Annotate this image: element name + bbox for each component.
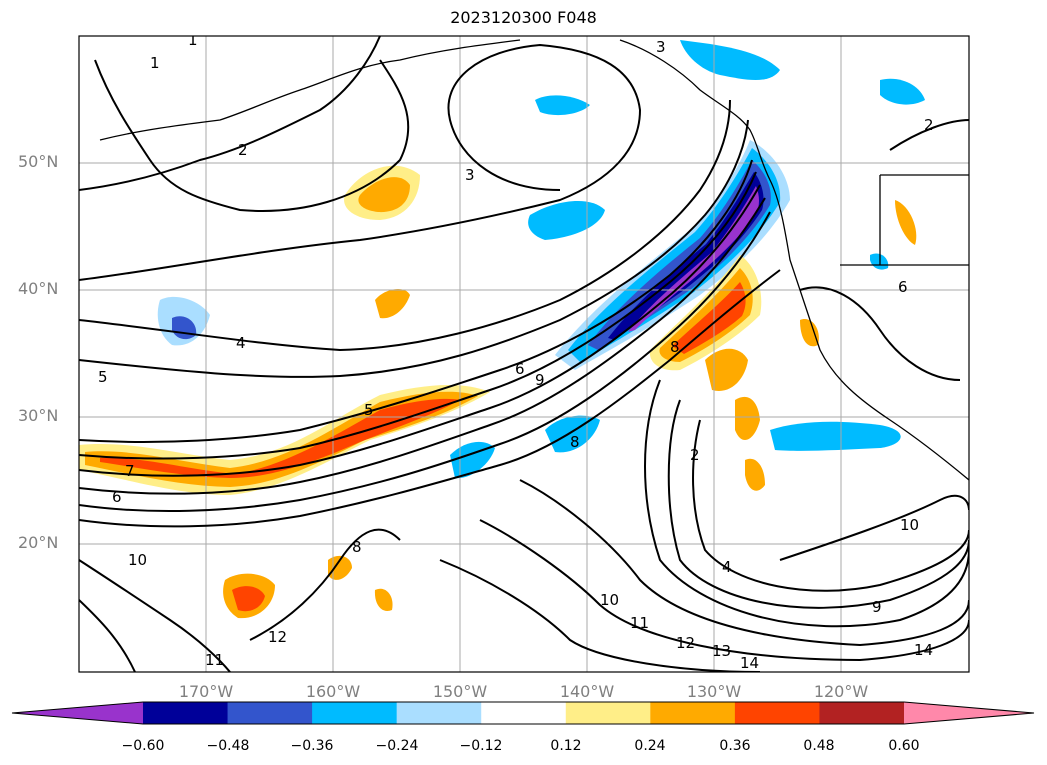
contour-label: 8	[352, 538, 362, 556]
lon-label-130w: 130°W	[686, 682, 742, 701]
contour-label: 13	[712, 642, 731, 660]
lon-label-120w: 120°W	[813, 682, 869, 701]
colorbar-tick-label: −0.12	[459, 738, 503, 754]
colorbar-segment	[143, 702, 229, 724]
lon-label-160w: 160°W	[305, 682, 361, 701]
contour-label: 4	[722, 558, 732, 576]
lat-label-40n: 40°N	[18, 279, 59, 298]
colorbar-tick-label: 0.24	[634, 738, 666, 754]
contour-label: 2	[924, 116, 934, 134]
contour-label: 4	[236, 334, 246, 352]
contour-label: 8	[570, 433, 580, 451]
graticule	[79, 36, 969, 672]
colorbar-tick-label: 0.60	[888, 738, 920, 754]
contour-label: 8	[670, 338, 680, 356]
colorbar-tick-label: 0.48	[803, 738, 835, 754]
contour-label: 5	[98, 368, 108, 386]
contour-label: 1	[150, 54, 160, 72]
contour-lines	[79, 36, 969, 672]
colorbar-tick-label: −0.48	[206, 738, 250, 754]
contour-label: 9	[872, 598, 882, 616]
colorbar-segment	[650, 702, 736, 724]
colorbar-segment	[565, 702, 651, 724]
contour-label: 11	[630, 614, 649, 632]
colorbar-segment	[819, 702, 905, 724]
colorbar-tick-label: 0.36	[719, 738, 751, 754]
contour-label: 6	[112, 488, 122, 506]
colorbar-tick-label: −0.24	[375, 738, 419, 754]
contour-label: 5	[364, 401, 374, 419]
lon-label-140w: 140°W	[559, 682, 615, 701]
colorbar-segment	[227, 702, 313, 724]
contour-label: 7	[125, 462, 135, 480]
contour-label: 14	[914, 641, 933, 659]
map-frame	[78, 35, 970, 673]
colorbar-extend-min	[12, 702, 143, 724]
contour-label: 1	[188, 31, 198, 49]
colorbar-tick-label: 0.12	[550, 738, 582, 754]
coastlines	[99, 39, 969, 481]
colorbar-tick-label: −0.60	[121, 738, 165, 754]
lat-label-20n: 20°N	[18, 533, 59, 552]
colorbar-tick-label: −0.36	[290, 738, 334, 754]
lon-label-150w: 150°W	[432, 682, 488, 701]
contour-label: 14	[740, 654, 759, 672]
contour-label: 2	[690, 446, 700, 464]
contour-label: 2	[238, 141, 248, 159]
colorbar-extend-max	[904, 702, 1034, 724]
contour-label: 10	[600, 591, 619, 609]
lon-label-170w: 170°W	[178, 682, 234, 701]
contour-label: 10	[128, 551, 147, 569]
contour-label: 12	[676, 634, 695, 652]
lat-label-50n: 50°N	[18, 152, 59, 171]
colorbar-segment	[481, 702, 567, 724]
contour-label: 3	[656, 38, 666, 56]
contour-label-group: 1 1 2 2 3 3 4 4 5 5 6 6 7 8 8 9 10 10 11…	[98, 31, 934, 672]
contour-label: 12	[268, 628, 287, 646]
lat-label-30n: 30°N	[18, 406, 59, 425]
colorbar	[11, 701, 1035, 725]
colorbar-segment	[312, 702, 398, 724]
colorbar-outline	[11, 701, 1035, 725]
contour-label: 11	[205, 651, 224, 669]
map-title: 2023120300 F048	[450, 8, 597, 27]
colorbar-segment	[734, 702, 820, 724]
contour-label: 6	[515, 360, 525, 378]
contour-label: 9	[535, 371, 545, 389]
contour-label: 3	[465, 166, 475, 184]
contour-label: 10	[900, 516, 919, 534]
contour-label: 6	[898, 278, 908, 296]
colorbar-segment	[396, 702, 482, 724]
shading-layer	[79, 40, 925, 619]
